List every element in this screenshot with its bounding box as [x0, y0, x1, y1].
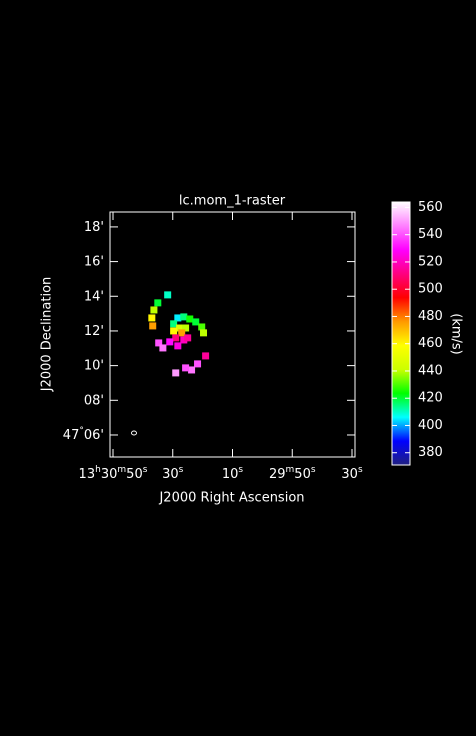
x-tick-label: 10s [222, 465, 244, 482]
x-tick-label: 29m50s [269, 465, 316, 482]
raster-pixel [174, 314, 182, 322]
raster-pixel [184, 334, 192, 342]
y-tick-label: 10' [84, 358, 104, 373]
raster-pixel [182, 364, 190, 372]
x-tick-label: 13h30m50s [79, 465, 148, 482]
raster-pixel [172, 334, 180, 342]
x-axis-label: J2000 Right Ascension [158, 491, 304, 506]
raster-pixel [198, 323, 206, 331]
beam [131, 430, 137, 436]
raster-pixel [178, 329, 186, 337]
colorbar-tick-label: 480 [418, 309, 443, 324]
raster-pixel [170, 327, 178, 335]
y-tick-label: 16' [84, 254, 104, 269]
raster-pixel [186, 315, 194, 323]
colorbar-tick-label: 460 [418, 336, 443, 351]
raster-pixel [202, 352, 210, 360]
raster-pixel [180, 336, 188, 344]
raster-pixel [154, 299, 162, 307]
raster-pixel [150, 306, 158, 314]
colorbar-tick-label: 380 [418, 445, 443, 460]
colorbar-label: (km/s) [449, 313, 464, 355]
raster-pixel [148, 314, 156, 322]
y-tick-label: 47°06' [63, 425, 104, 442]
colorbar [391, 201, 411, 466]
raster-pixel [149, 322, 157, 330]
raster-pixel [182, 324, 190, 332]
y-axis-label: J2000 Declination [40, 277, 55, 393]
colorbar-tick-label: 420 [418, 391, 443, 406]
colorbar-tick-label: 520 [418, 254, 443, 269]
y-tick-label: 12' [84, 323, 104, 338]
raster-pixel [164, 291, 172, 299]
raster-pixel [170, 320, 178, 328]
x-tick-label: 30s [341, 465, 363, 482]
y-tick-label: 14' [84, 289, 104, 304]
raster-pixel [172, 369, 180, 377]
raster-pixel [194, 360, 202, 368]
raster-pixel [176, 324, 184, 332]
raster-pixel [166, 338, 174, 346]
x-tick-label: 30s [162, 465, 184, 482]
colorbar-tick-label: 500 [418, 282, 443, 297]
colorbar-tick-label: 560 [418, 200, 443, 215]
raster-pixel [188, 366, 196, 374]
raster-pixel [155, 339, 163, 347]
raster-pixel [200, 329, 208, 337]
raster-pixel [180, 313, 188, 321]
colorbar-tick-label: 540 [418, 227, 443, 242]
raster-pixel [192, 318, 200, 326]
chart-title: lc.mom_1-raster [179, 194, 286, 209]
y-tick-label: 08' [84, 393, 104, 408]
y-tick-label: 18' [84, 219, 104, 234]
raster-pixel [159, 344, 167, 352]
colorbar-tick-label: 400 [418, 418, 443, 433]
colorbar-tick-label: 440 [418, 363, 443, 378]
raster-pixel [174, 342, 182, 350]
